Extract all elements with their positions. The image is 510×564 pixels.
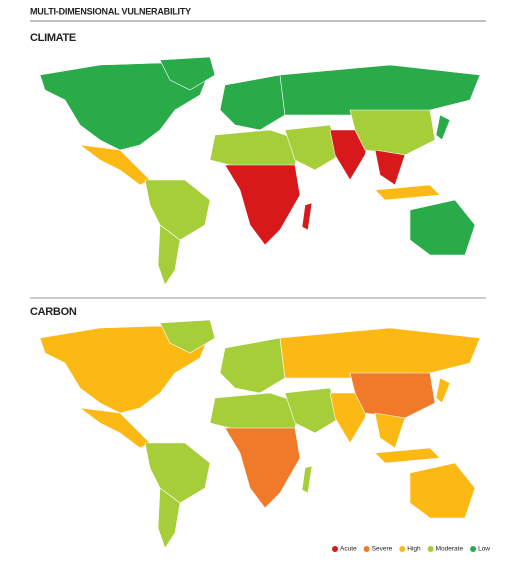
map-label: CARBON [30, 306, 77, 318]
region [224, 427, 301, 509]
legend-label: Low [478, 546, 490, 553]
legend-swatch [332, 546, 338, 552]
region [78, 144, 151, 186]
region [301, 465, 313, 494]
region [409, 462, 476, 519]
region [435, 114, 451, 141]
region [209, 129, 301, 171]
region [284, 124, 341, 171]
legend-swatch [427, 546, 434, 552]
region [157, 224, 181, 286]
region [159, 56, 216, 91]
climate-map [39, 56, 481, 286]
region [144, 179, 211, 241]
region [157, 487, 181, 549]
map-label: CLIMATE [30, 32, 76, 44]
legend-label: High [407, 546, 421, 553]
legend-swatch [399, 546, 406, 552]
region [409, 199, 476, 256]
legend-swatch [470, 546, 477, 552]
carbon-map [39, 319, 481, 549]
region [219, 74, 286, 131]
region [159, 319, 216, 354]
legend-label: Severe [372, 546, 393, 553]
region [209, 392, 301, 434]
region [144, 442, 211, 504]
region [284, 387, 341, 434]
region [435, 377, 451, 404]
region [301, 202, 313, 231]
region [219, 337, 286, 394]
legend-label: Acute [340, 546, 357, 553]
region [279, 327, 481, 379]
legend: Acute Severe High Moderate Low [332, 546, 490, 553]
legend-swatch [363, 546, 370, 552]
region [374, 412, 406, 449]
page-title: MULTI-DIMENSIONAL VULNERABILITY [30, 6, 191, 16]
region [224, 164, 301, 246]
region [374, 149, 406, 186]
region [78, 407, 151, 449]
region [279, 64, 481, 116]
legend-label: Moderate [436, 546, 464, 553]
region [374, 447, 441, 464]
region [374, 184, 441, 201]
